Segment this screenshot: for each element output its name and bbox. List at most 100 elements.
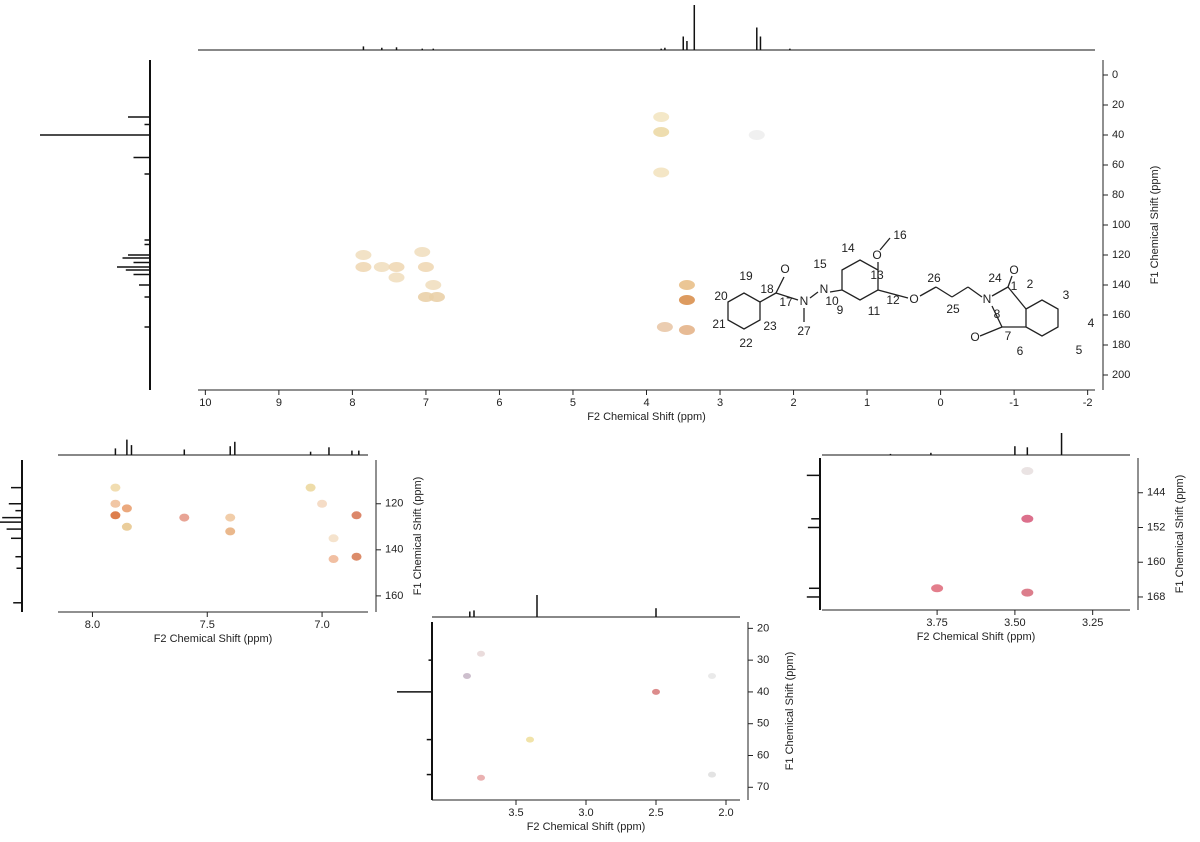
atom-label: 1 <box>1011 279 1018 293</box>
y-axis-label: F1 Chemical Shift (ppm) <box>1149 166 1161 285</box>
atom-label: 5 <box>1076 343 1083 357</box>
y-tick-label: 160 <box>1112 309 1130 321</box>
cross-peak <box>708 771 716 778</box>
y-tick-label: 20 <box>1112 99 1124 111</box>
cross-peak <box>653 127 670 137</box>
y-tick-label: 60 <box>757 749 769 761</box>
x-tick-label: -1 <box>1009 397 1019 409</box>
y-tick-label: 180 <box>1112 339 1130 351</box>
cross-peak <box>748 130 765 140</box>
x-tick-label: 3.25 <box>1082 617 1103 629</box>
cross-peak <box>355 250 372 260</box>
bond <box>991 286 1009 297</box>
x-tick-label: 6 <box>496 397 502 409</box>
x-tick-label: 8 <box>349 397 355 409</box>
bond <box>809 291 819 299</box>
atom-label: O <box>872 248 881 262</box>
bond <box>919 286 937 297</box>
atom-label: N <box>983 292 992 306</box>
x-tick-label: 2.0 <box>718 807 733 819</box>
x-tick-label: 3.5 <box>508 807 523 819</box>
y-tick-label: 120 <box>385 498 403 510</box>
atom-label: 24 <box>988 271 1002 285</box>
atom-label: 7 <box>1005 329 1012 343</box>
x-tick-label: 4 <box>643 397 649 409</box>
x-tick-label: -2 <box>1083 397 1093 409</box>
atom-label: 9 <box>837 303 844 317</box>
atom-label: 12 <box>886 293 900 307</box>
atom-label: 21 <box>712 317 726 331</box>
y-tick-label: 20 <box>757 622 769 634</box>
y-axis-label: F1 Chemical Shift (ppm) <box>412 477 424 596</box>
atom-label: O <box>780 262 789 276</box>
cross-peak <box>417 292 434 302</box>
bond <box>991 305 1003 328</box>
cross-peak <box>1021 514 1034 523</box>
cross-peak <box>1021 467 1034 476</box>
x-tick-label: 2 <box>790 397 796 409</box>
atom-label: 25 <box>946 302 960 316</box>
y-tick-label: 40 <box>757 686 769 698</box>
cross-peak <box>328 534 339 543</box>
x-tick-label: 10 <box>199 397 211 409</box>
x-tick-label: 7.0 <box>314 619 329 631</box>
cross-peak <box>225 527 236 536</box>
y-tick-label: 168 <box>1147 591 1165 603</box>
x-tick-label: 1 <box>864 397 870 409</box>
cross-peak <box>653 167 670 178</box>
bond <box>935 286 953 298</box>
cross-peak <box>179 513 190 522</box>
x-tick-label: 3.0 <box>578 807 593 819</box>
atom-label: 20 <box>714 289 728 303</box>
atom-label: 26 <box>927 271 941 285</box>
x-axis-label: F2 Chemical Shift (ppm) <box>917 631 1036 643</box>
x-tick-label: 2.5 <box>648 807 663 819</box>
cross-peak <box>388 262 405 272</box>
x-tick-label: 7.5 <box>200 619 215 631</box>
cross-peak <box>328 555 339 564</box>
cross-peak <box>678 325 695 335</box>
y-tick-label: 30 <box>757 654 769 666</box>
atom-label: 17 <box>779 295 793 309</box>
atom-label: 10 <box>825 294 839 308</box>
cross-peak <box>121 504 132 513</box>
bond <box>951 286 969 298</box>
bond <box>1007 275 1013 288</box>
atom-label: 19 <box>739 269 753 283</box>
cross-peak <box>355 262 372 272</box>
cross-peak <box>305 483 316 492</box>
atom-label: 15 <box>813 257 827 271</box>
cross-peak <box>351 552 362 561</box>
bond <box>759 292 777 303</box>
cross-peak <box>417 262 434 272</box>
cross-peak <box>708 673 716 680</box>
atom-label: 2 <box>1027 277 1034 291</box>
ring <box>727 292 761 330</box>
y-tick-label: 0 <box>1112 69 1118 81</box>
atom-label: 3 <box>1063 288 1070 302</box>
y-tick-label: 40 <box>1112 129 1124 141</box>
bond <box>1007 286 1027 310</box>
atom-label: 4 <box>1088 316 1095 330</box>
y-tick-label: 120 <box>1112 249 1130 261</box>
x-tick-label: 8.0 <box>85 619 100 631</box>
cross-peak <box>351 511 362 520</box>
y-tick-label: 160 <box>1147 556 1165 568</box>
atom-label: 14 <box>841 241 855 255</box>
x-tick-label: 3 <box>717 397 723 409</box>
cross-peak <box>428 292 445 302</box>
cross-peak <box>388 272 405 283</box>
bond <box>979 326 1003 337</box>
bond <box>775 276 785 294</box>
bond <box>775 292 799 301</box>
cross-peak <box>678 295 695 305</box>
cross-peak <box>477 650 485 657</box>
y-tick-label: 140 <box>385 544 403 556</box>
atom-label: 13 <box>870 268 884 282</box>
y-axis-label: F1 Chemical Shift (ppm) <box>1174 475 1186 594</box>
atom-label: 8 <box>994 307 1001 321</box>
x-axis-label: F2 Chemical Shift (ppm) <box>154 633 273 645</box>
cross-peak <box>931 584 944 593</box>
x-tick-label: 3.50 <box>1004 617 1025 629</box>
